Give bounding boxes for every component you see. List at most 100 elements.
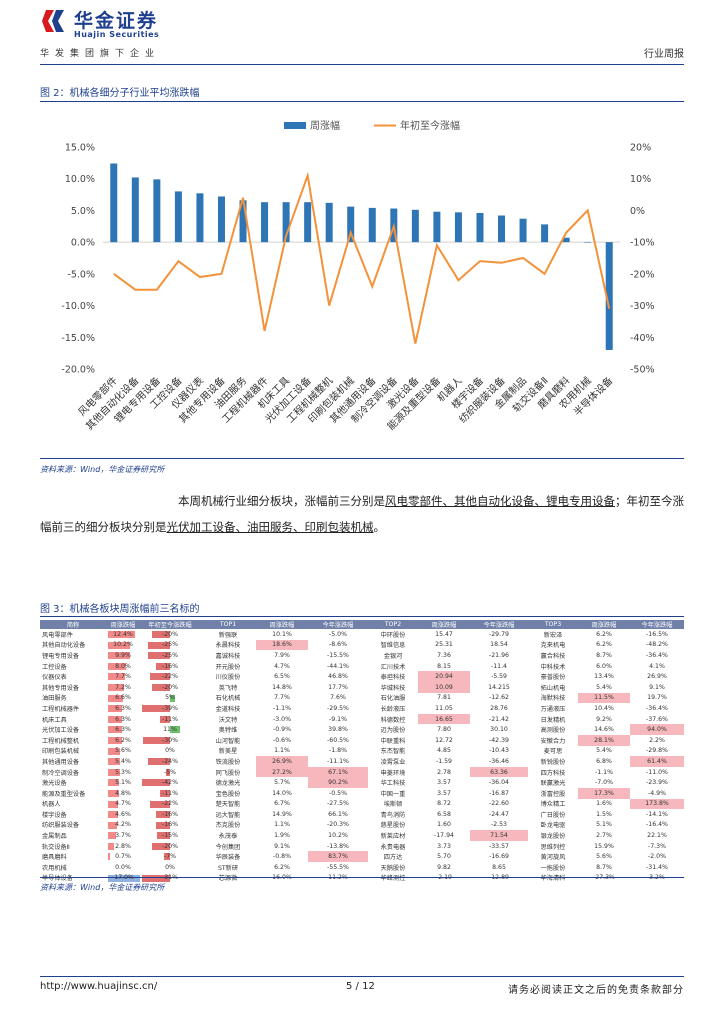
table-cell: 10.2% [328,832,348,840]
week-return-bar [108,821,118,829]
table-cell: 9.2% [596,715,612,723]
table-cell: 5.4% [106,756,140,767]
table-cell: 7.7% [274,694,290,702]
table-cell: -24% [140,756,200,767]
footer-url[interactable]: http://www.huajinsc.cn/ [40,981,158,992]
left-tick-label: 10.0% [65,174,95,185]
sector-name-cell: 工程机械器件 [42,705,80,713]
table-cell: -17.94 [434,832,454,840]
week-return-bar [108,800,119,808]
table-cell: 30.10 [490,726,508,734]
table-cell: 8.72 [437,800,451,808]
ytd-return-bar [155,811,170,819]
bar-24 [605,242,613,350]
sector-name-cell: 磨具磨料 [42,854,67,862]
table-cell: 8.7% [596,863,612,871]
table-cell: 28.76 [490,704,508,712]
table-cell: 芯源微 [218,875,238,883]
table-cell: 9.9% [106,650,140,661]
huajin-logo-mark-icon [42,10,64,32]
table-cell: 远大智能 [215,811,241,819]
table-cell: -42% [140,777,200,788]
table-cell: -36.4% [646,704,668,712]
figure-3-bottom-rule [40,877,684,878]
table-cell: 16.65 [418,713,470,725]
ytd-return-bar [156,832,170,840]
left-tick-label: 5.0% [71,206,95,217]
table-cell: -5.0% [329,630,347,638]
week-return-bar [108,758,120,766]
table-row: 风电零部件 12.4% -20% 新强联 10.1% -5.0% 中环股份 15.47 -29.… [40,629,684,640]
table-cell: 17.3% [578,787,630,799]
sector-name-cell: 其他通用设备 [42,758,80,766]
table-cell: ST新研 [217,864,239,872]
table-cell: -20% [140,629,200,640]
table-cell: 5.1% [106,777,140,788]
bar-12 [347,206,355,243]
table-cell: 10.4% [594,704,614,712]
table-cell: 0% [165,747,175,755]
table-cell: -27.5% [327,800,349,808]
week-return-bar [108,652,130,660]
table-cell: 173.8% [630,798,684,810]
table-cell: 4.6% [106,809,140,820]
table-cell: 15.47 [435,630,453,638]
table-cell: 9.1% [649,683,665,691]
table-header-cell: 简称 [40,620,106,629]
summary-paragraph: 本周机械行业细分板块，涨幅前三分别是风电零部件、其他自动化设备、锂电专用设备；年… [40,488,686,540]
ytd-return-bar [150,800,170,808]
table-cell: -17.0% [106,873,140,884]
table-cell: 青鸟消防 [380,811,406,819]
table-cell: -25% [140,640,200,651]
table-cell: -29.79 [489,630,509,638]
week-return-bar [108,789,119,797]
table-row: 能源及重型设备 4.8% -11% 宝色股份 14.0% -0.5% 中国一重 3.57 -16… [40,787,684,799]
table-cell: 永茂泰 [218,833,238,841]
table-cell: -22% [140,671,200,682]
table-cell: -36.46 [489,757,509,765]
table-cell: 博众精工 [540,801,566,809]
table-cell: 1.5% [596,810,612,818]
ytd-return-bar [150,673,170,681]
table-cell: 华峰测控 [380,875,406,883]
table-cell: 10.09 [418,681,470,693]
table-cell: -20% [140,841,200,852]
table-cell: 豪普股份 [540,674,566,682]
table-cell: 71.54 [470,830,528,841]
table-cell: 5.3% [106,767,140,778]
table-cell: 67.1% [308,766,368,778]
sector-name-cell: 制冷空调设备 [42,769,80,777]
sector-name-cell: 金属制品 [42,833,67,841]
table-cell: 6.2% [596,641,612,649]
ytd-line [113,171,611,344]
table-cell: 一拖股份 [540,864,566,872]
table-cell: -21.96 [489,651,509,659]
table-row: 仪器仪表 7.7% -22% 川仪股份 6.5% 46.8% 泰坦科技 20.94 -5.59 豪… [40,671,684,682]
brand-name-cn: 华金证券 [74,10,159,32]
table-cell: -15.5% [327,651,349,659]
table-cell: -15% [140,830,200,841]
sector-name-cell: 半导体设备 [42,875,73,883]
table-header-cell: 今年涨跌幅 [308,620,368,629]
table-cell: -0.8% [273,853,291,861]
ytd-return-bar [160,715,170,723]
table-cell: 浙富控股 [540,790,566,798]
right-tick-label: -30% [630,301,655,312]
table-cell: 0% [165,863,175,871]
table-cell: -5.59 [490,673,507,681]
table-row: 制冷空调设备 5.3% -5% 同飞股份 27.2% 67.1% 申菱环境 2.78 63.36… [40,766,684,778]
table-cell: 4.7% [274,662,290,670]
table-cell: 广日股份 [540,811,566,819]
table-cell: 2.8% [106,841,140,852]
table-cell: 3.7% [106,830,140,841]
week-return-bar [108,874,140,882]
figure-3-title: 图 3：机械各板块周涨幅前三名标的 [40,604,200,615]
bar-5 [196,193,204,243]
table-cell: 66.1% [328,810,348,818]
table-cell: 90.2% [308,777,368,788]
bar-23 [584,242,592,243]
table-cell: -1.59 [435,757,452,765]
table-row: 工程机械器件 6.3% -39% 金道科技 -1.1% -29.5% 长龄液压 11.05 28… [40,703,684,714]
left-tick-label: -5.0% [67,269,95,280]
table-cell: -31.4% [646,863,668,871]
